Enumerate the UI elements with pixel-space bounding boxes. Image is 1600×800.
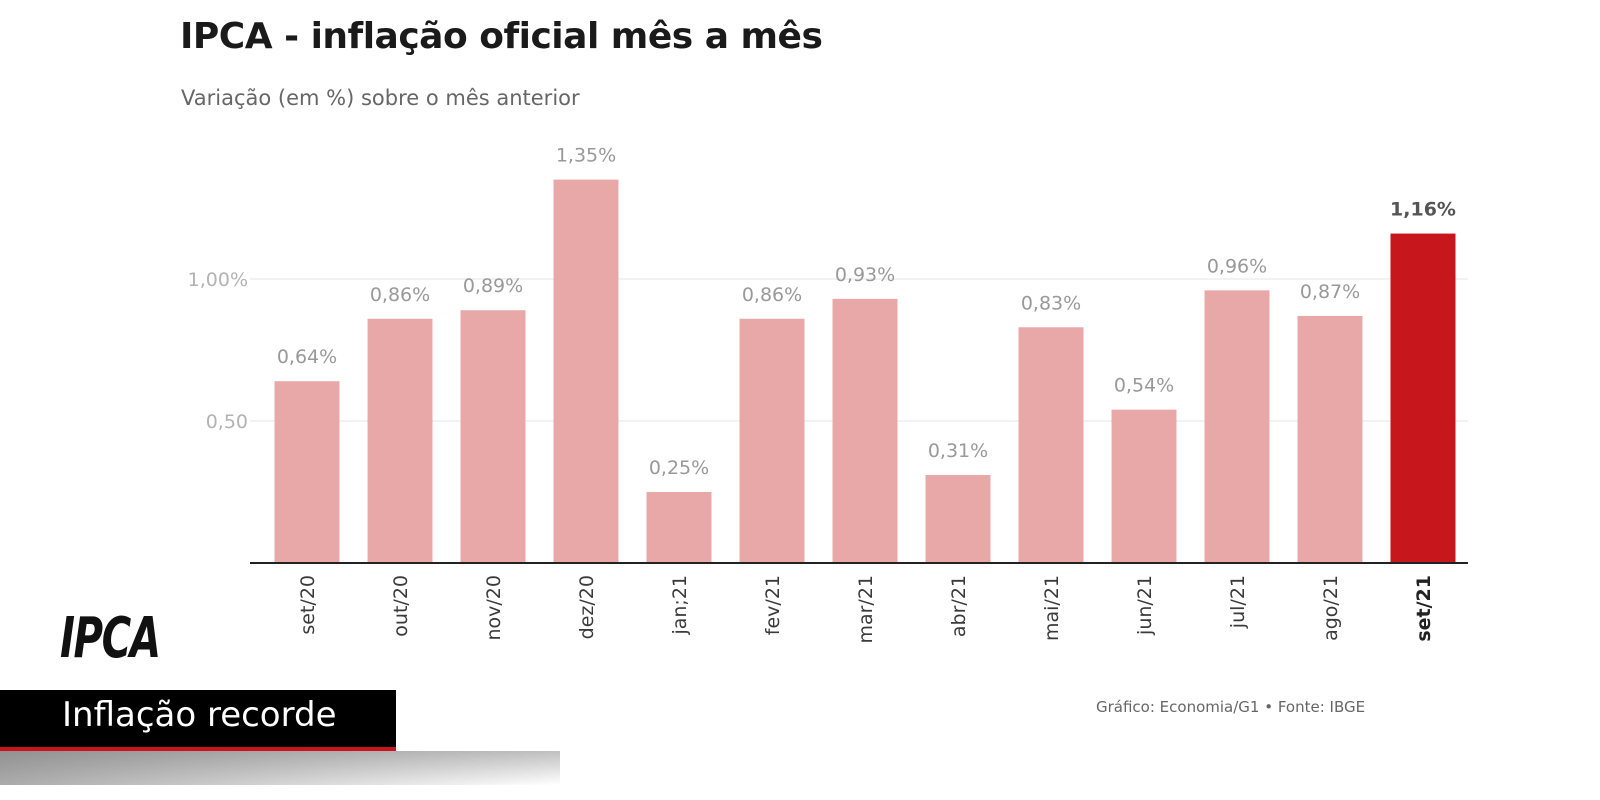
value-label: 0,87% [1300, 281, 1360, 303]
value-labels: 0,64% 0,86% 0,89% 1,35% 0,25% 0,86% 0,93% 0,31%… [277, 145, 1456, 479]
bar-jan-21 [646, 492, 712, 563]
bar-mar-21 [832, 298, 898, 563]
value-label: 0,93% [835, 264, 895, 286]
x-tick-label: jun/21 [1134, 575, 1156, 636]
value-label: 0,25% [649, 457, 709, 479]
bar-jul-21 [1204, 290, 1270, 563]
value-label: 0,64% [277, 346, 337, 368]
value-label: 0,83% [1021, 292, 1081, 314]
bars [274, 179, 1456, 563]
chart-source: Gráfico: Economia/G1 • Fonte: IBGE [1096, 698, 1366, 716]
banner-text: Inflação recorde [62, 695, 337, 735]
y-axis-ticks: 0,50 1,00% [188, 269, 248, 433]
x-tick-label: dez/20 [576, 575, 598, 639]
headline-banner: Inflação recorde [0, 690, 396, 751]
value-label: 0,96% [1207, 255, 1267, 277]
y-tick-label: 1,00% [188, 269, 248, 291]
bar-ago-21 [1297, 315, 1363, 563]
x-tick-label: fev/21 [762, 575, 784, 635]
x-tick-label: jul/21 [1227, 575, 1249, 629]
bar-set-20 [274, 381, 340, 563]
x-tick-label: abr/21 [948, 575, 970, 637]
x-tick-label: set/21 [1413, 575, 1435, 642]
chart-subtitle: Variação (em %) sobre o mês anterior [181, 86, 580, 110]
bar-out-20 [367, 318, 433, 563]
x-tick-label: jan;21 [669, 575, 691, 636]
value-label: 0,86% [370, 284, 430, 306]
bar-jun-21 [1111, 409, 1177, 563]
bar-fev-21 [739, 318, 805, 563]
ipca-logo: IPCA [60, 606, 161, 671]
value-label: 0,86% [742, 284, 802, 306]
value-label: 1,16% [1390, 199, 1456, 221]
bar-dez-20 [553, 179, 619, 563]
y-tick-label: 0,50 [206, 411, 248, 433]
bar-set-21 [1390, 233, 1456, 563]
value-label: 0,54% [1114, 375, 1174, 397]
x-tick-label: out/20 [390, 575, 412, 637]
value-label: 0,31% [928, 440, 988, 462]
chart-title: IPCA - inflação oficial mês a mês [180, 16, 823, 57]
bar-mai-21 [1018, 327, 1084, 563]
x-tick-label: mar/21 [855, 575, 877, 644]
x-tick-label: ago/21 [1320, 575, 1342, 641]
value-label: 0,89% [463, 275, 523, 297]
bar-nov-20 [460, 310, 526, 563]
x-tick-label: mai/21 [1041, 575, 1063, 641]
x-axis-labels: set/20 out/20 nov/20 dez/20 jan;21 fev/21 mar/… [297, 575, 1435, 644]
x-tick-label: nov/20 [483, 575, 505, 641]
banner-shadow [0, 751, 560, 785]
x-tick-label: set/20 [297, 575, 319, 635]
value-label: 1,35% [556, 145, 616, 167]
bar-abr-21 [925, 474, 991, 563]
